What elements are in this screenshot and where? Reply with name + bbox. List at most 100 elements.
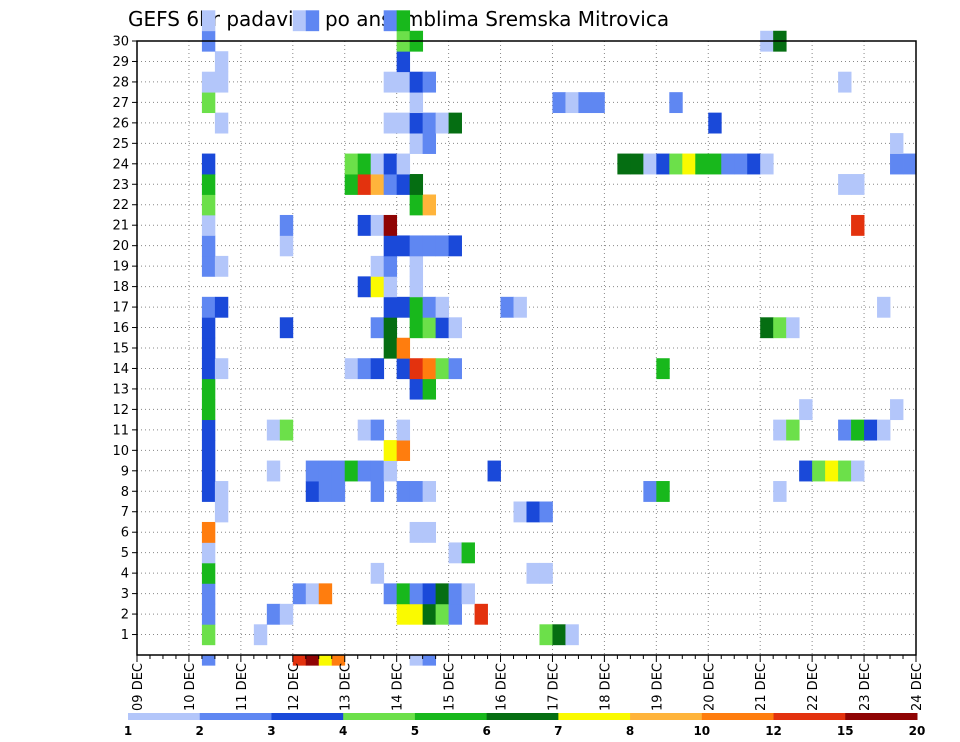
heatmap-cell — [435, 583, 449, 605]
heatmap-cell — [448, 583, 462, 605]
heatmap-cell — [201, 440, 216, 461]
x-tick-label: 11 DEC — [235, 663, 250, 711]
x-tick-label: 12 DEC — [287, 663, 302, 711]
heatmap-cell — [383, 214, 398, 236]
heatmap-cells — [201, 10, 917, 666]
heatmap-cell — [838, 174, 852, 195]
heatmap-cell — [565, 92, 579, 114]
heatmap-cell — [422, 133, 437, 154]
heatmap-cell — [409, 296, 424, 318]
heatmap-cell — [552, 92, 566, 114]
colorbar-label: 6 — [482, 724, 490, 738]
y-tick-label: 19 — [112, 260, 129, 275]
heatmap-cell — [201, 655, 216, 666]
heatmap-cell — [435, 112, 449, 134]
y-tick-label: 15 — [112, 342, 129, 357]
heatmap-cell — [851, 460, 865, 482]
heatmap-cell — [396, 440, 411, 461]
heatmap-cell — [513, 296, 527, 318]
heatmap-cell — [669, 153, 683, 175]
heatmap-cell — [201, 624, 216, 646]
heatmap-cell — [578, 92, 592, 114]
heatmap-cell — [643, 153, 657, 175]
heatmap-cell — [292, 655, 307, 666]
heatmap-cell — [396, 235, 411, 257]
colorbar-swatch — [845, 713, 918, 720]
heatmap-cell — [422, 583, 437, 605]
colorbar-swatch — [199, 713, 272, 720]
heatmap-cell — [409, 71, 424, 93]
heatmap-cell — [695, 153, 709, 175]
heatmap-cell — [435, 296, 449, 318]
heatmap-cell — [396, 71, 411, 93]
heatmap-cell — [422, 378, 437, 400]
heatmap-cell — [201, 562, 216, 584]
colorbar-swatch — [343, 713, 416, 720]
colorbar-label: 5 — [411, 724, 419, 738]
heatmap-cell — [448, 317, 462, 339]
y-tick-label: 2 — [121, 608, 129, 623]
heatmap-cell — [773, 419, 787, 441]
x-tick-label: 10 DEC — [183, 663, 198, 711]
colorbar-swatch — [271, 713, 344, 720]
heatmap-cell — [357, 276, 372, 298]
heatmap-cell — [838, 71, 852, 93]
heatmap-cell — [838, 419, 852, 441]
heatmap-cell — [396, 583, 411, 605]
y-tick-label: 22 — [112, 198, 129, 213]
heatmap-cell — [448, 112, 462, 134]
heatmap-cell — [864, 419, 878, 441]
colorbar-label: 10 — [693, 724, 710, 738]
heatmap-cell — [422, 655, 437, 666]
heatmap-cell — [773, 481, 787, 502]
heatmap-cell — [383, 583, 398, 605]
heatmap-cell — [396, 153, 411, 175]
heatmap-cell — [396, 174, 411, 195]
heatmap-cell — [279, 214, 294, 236]
colorbar-label: 12 — [765, 724, 782, 738]
heatmap-cell — [383, 337, 398, 359]
heatmap-cell — [305, 460, 320, 482]
x-tick-label: 19 DEC — [650, 663, 665, 711]
heatmap-cell — [708, 153, 722, 175]
heatmap-cell — [409, 521, 424, 543]
heatmap-cell — [370, 214, 385, 236]
heatmap-cell — [591, 92, 605, 114]
heatmap-cell — [435, 235, 449, 257]
y-tick-label: 24 — [112, 157, 129, 172]
colorbar-swatch — [773, 713, 846, 720]
heatmap-cell — [253, 624, 268, 646]
heatmap-cell — [383, 71, 398, 93]
heatmap-cell — [409, 583, 424, 605]
heatmap-cell — [292, 10, 307, 32]
y-tick-label: 12 — [112, 403, 129, 418]
y-tick-label: 23 — [112, 178, 129, 193]
heatmap-cell — [435, 358, 449, 380]
heatmap-cell — [370, 419, 385, 441]
colorbar-label: 3 — [267, 724, 275, 738]
heatmap-cell — [383, 440, 398, 461]
heatmap-cell — [201, 481, 216, 502]
heatmap-cell — [448, 542, 462, 564]
x-tick-label: 23 DEC — [858, 663, 873, 711]
heatmap-cell — [409, 655, 424, 666]
colorbar-label: 7 — [554, 724, 562, 738]
heatmap-cell — [305, 583, 320, 605]
heatmap-cell — [214, 51, 229, 73]
heatmap-cell — [383, 460, 398, 482]
colorbar-swatch — [486, 713, 559, 720]
heatmap-cell — [422, 235, 437, 257]
heatmap-cell — [201, 92, 216, 114]
colorbar-label: 15 — [837, 724, 854, 738]
heatmap-cell — [422, 112, 437, 134]
colorbar-swatch — [414, 713, 488, 720]
y-tick-label: 29 — [112, 55, 129, 70]
heatmap-cell — [526, 501, 540, 523]
heatmap-cell — [266, 460, 281, 482]
heatmap-cell — [539, 562, 553, 584]
heatmap-cell — [214, 501, 229, 523]
heatmap-cell — [409, 481, 424, 502]
heatmap-cell — [344, 358, 359, 380]
heatmap-cell — [409, 133, 424, 154]
heatmap-cell — [786, 317, 800, 339]
